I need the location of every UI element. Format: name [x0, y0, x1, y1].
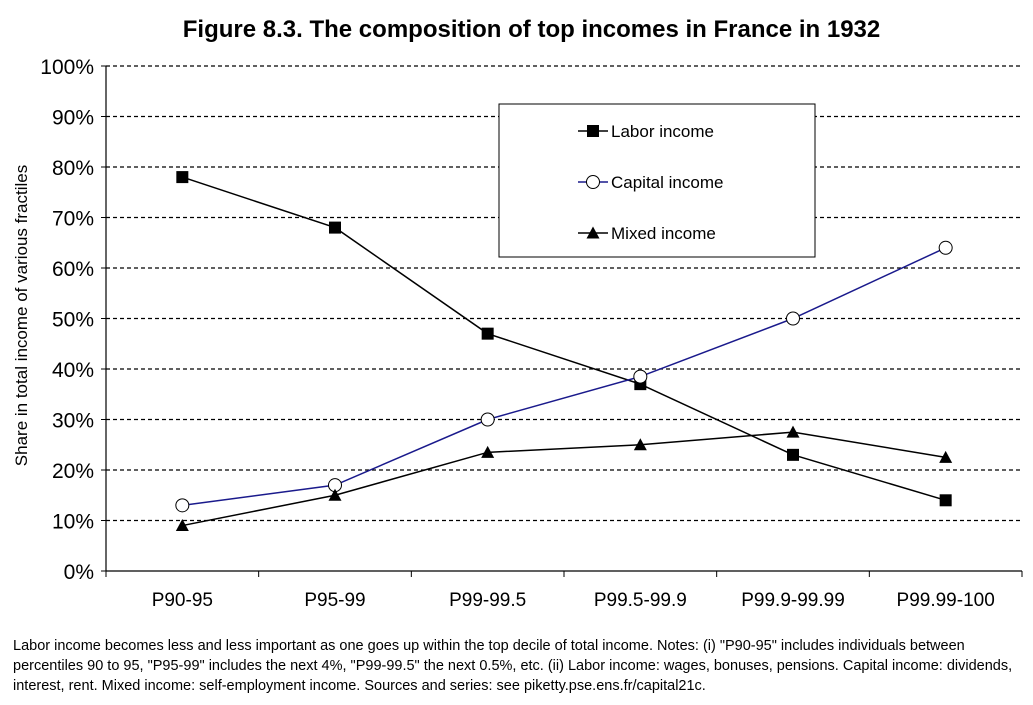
- data-point-mixed-income: [633, 438, 647, 451]
- data-point-capital-income: [480, 412, 495, 427]
- data-point-labor-income: [176, 171, 189, 184]
- chart-note: Labor income becomes less and less impor…: [13, 638, 1013, 694]
- data-point-labor-income: [787, 448, 799, 461]
- data-point-capital-income: [938, 240, 953, 255]
- y-tick-label: 80%: [52, 157, 94, 180]
- chart-plot: 0% 10% 20% 30% 40% 50% 60% 70% 80% 90% 100% P90-95 P…: [12, 56, 1023, 611]
- y-tick-label: 90%: [52, 107, 94, 130]
- data-point-mixed-income: [328, 488, 342, 501]
- data-point-labor-income: [329, 221, 341, 234]
- legend-marker-mixed-income: [586, 226, 600, 239]
- y-tick-label: 60%: [52, 258, 94, 281]
- x-tick-label: P95-99: [304, 590, 365, 611]
- y-tick-label: 10%: [52, 511, 94, 534]
- legend-label-labor-income: Labor income: [611, 122, 714, 141]
- y-tick-label: 20%: [52, 460, 94, 483]
- legend-marker-labor-income: [587, 125, 599, 137]
- data-point-capital-income: [175, 498, 190, 513]
- x-tick-label: P90-95: [152, 590, 213, 611]
- legend-label-mixed-income: Mixed income: [611, 224, 716, 243]
- data-point-mixed-income: [786, 425, 800, 438]
- legend-box: [498, 103, 816, 258]
- legend-label-capital-income: Capital income: [611, 173, 723, 192]
- series-line-capital-income: [182, 247, 946, 507]
- data-point-capital-income: [633, 369, 648, 384]
- data-point-labor-income: [481, 327, 494, 340]
- y-tick-label: 40%: [52, 359, 94, 382]
- series-line-labor-income: [182, 176, 946, 502]
- x-tick-label: P99.99-100: [897, 590, 995, 611]
- y-axis-label: Share in total income of various fractil…: [12, 165, 31, 466]
- series-line-mixed-income: [182, 431, 946, 527]
- data-point-capital-income: [786, 311, 800, 326]
- x-tick-label: P99-99.5: [449, 590, 526, 611]
- y-tick-label: 0%: [64, 561, 94, 584]
- data-point-mixed-income: [939, 450, 953, 463]
- y-tick-label: 70%: [52, 208, 94, 231]
- legend-marker-capital-income: [586, 175, 600, 189]
- y-tick-label: 50%: [52, 309, 94, 332]
- data-point-labor-income: [939, 494, 952, 507]
- data-point-mixed-income: [481, 445, 495, 458]
- y-tick-label: 30%: [52, 410, 94, 433]
- x-tick-label: P99.9-99.99: [741, 590, 845, 611]
- data-point-mixed-income: [175, 519, 189, 532]
- chart-title: Figure 8.3. The composition of top incom…: [182, 16, 881, 43]
- y-tick-label: 100%: [40, 56, 94, 79]
- x-tick-label: P99.5-99.9: [594, 590, 687, 611]
